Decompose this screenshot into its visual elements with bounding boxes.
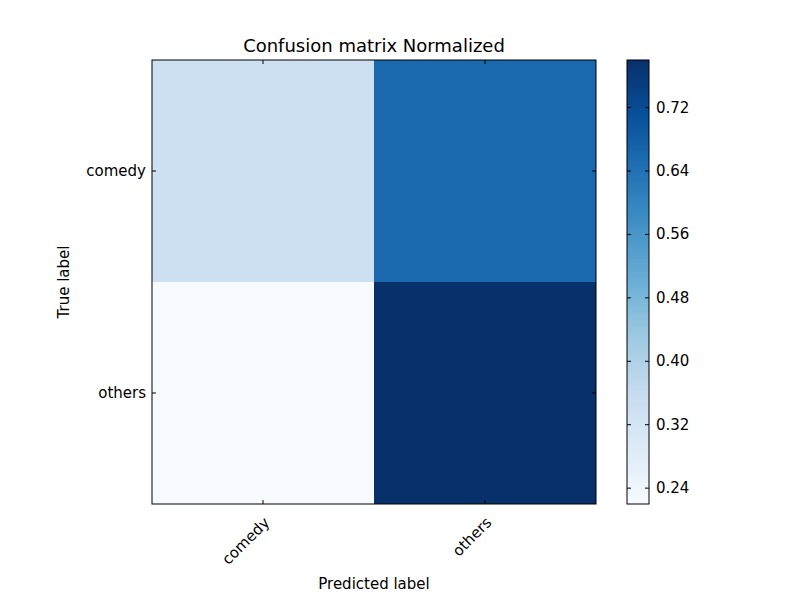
colorbar-tick-label: 0.48: [656, 289, 689, 307]
colorbar-tick-label: 0.40: [656, 352, 689, 370]
colorbar-tick-label: 0.72: [656, 99, 689, 117]
cell: [374, 60, 596, 282]
y-tick: [592, 171, 596, 172]
cells: [152, 60, 596, 504]
colorbar-tick: [627, 424, 631, 425]
colorbar-tick-label: 0.32: [656, 416, 689, 434]
x-tick: [485, 60, 486, 64]
title: Confusion matrix Normalized: [243, 35, 505, 56]
colorbar-tick-label: 0.56: [656, 225, 689, 243]
background: [0, 0, 800, 600]
y-tick: [152, 171, 156, 172]
plot-frame: [152, 60, 596, 504]
x-tick-label: comedy: [218, 513, 273, 568]
colorbar-tick: [627, 171, 631, 172]
y-tick: [592, 393, 596, 394]
colorbar-tick: [645, 361, 649, 362]
colorbar-tick: [645, 424, 649, 425]
y-tick-label: comedy: [86, 162, 146, 180]
colorbar-tick: [645, 171, 649, 172]
colorbar-tick: [645, 297, 649, 298]
colorbar-tick-label: 0.24: [656, 479, 689, 497]
colorbar: [627, 60, 649, 504]
y-tick: [152, 393, 156, 394]
colorbar-tick: [627, 488, 631, 489]
chart: comedy others comedy others Confusion matrix…: [0, 0, 800, 600]
x-axis-label: Predicted label: [318, 575, 429, 593]
colorbar-tick-label: 0.64: [656, 162, 689, 180]
colorbar-tick: [645, 488, 649, 489]
colorbar-tick: [627, 297, 631, 298]
colorbar-tick: [627, 234, 631, 235]
cell: [374, 282, 596, 504]
x-tick: [485, 500, 486, 504]
colorbar-tick: [627, 107, 631, 108]
colorbar-tick: [627, 361, 631, 362]
y-axis-label: True label: [55, 246, 73, 320]
x-tick: [263, 500, 264, 504]
y-tick-label: others: [98, 384, 146, 402]
x-tick-label: others: [449, 513, 496, 560]
colorbar-tick: [645, 234, 649, 235]
cell: [152, 60, 374, 282]
cell: [152, 282, 374, 504]
x-tick: [263, 60, 264, 64]
colorbar-tick: [645, 107, 649, 108]
